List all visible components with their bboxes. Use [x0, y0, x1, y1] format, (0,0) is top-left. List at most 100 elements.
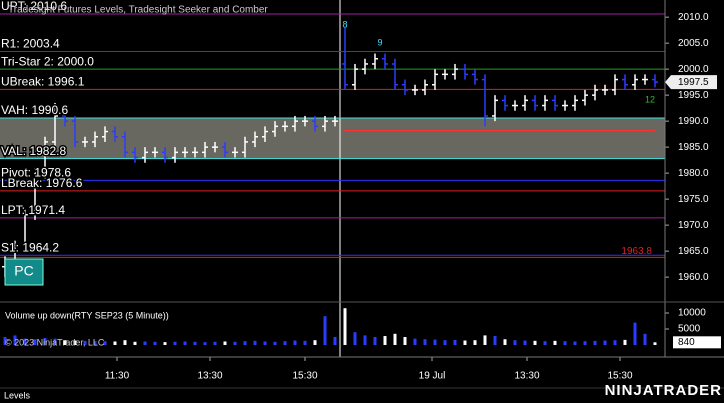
level-label: Pivot: 1978.6	[1, 166, 71, 180]
volume-bar	[623, 339, 627, 345]
copyright: © 2023 NinjaTrader, LLC	[5, 337, 105, 347]
volume-bar	[23, 338, 27, 345]
x-tick-label: 15:30	[607, 371, 632, 382]
volume-bar	[193, 341, 197, 345]
x-tick-label: 13:30	[514, 371, 539, 382]
indicator-title: Tradesight Futures Levels, Tradesight Se…	[8, 5, 268, 16]
volume-bar	[563, 341, 567, 345]
volume-bar	[253, 340, 257, 345]
volume-bar	[523, 340, 527, 345]
volume-bar	[313, 340, 317, 345]
volume-bar	[173, 341, 177, 345]
level-label: Tri-Star 2: 2000.0	[1, 54, 94, 68]
volume-bar	[223, 341, 227, 345]
volume-bar	[543, 341, 547, 345]
level-label: S1: 1964.2	[1, 240, 59, 254]
y-tick-label: 1985.0	[678, 142, 709, 153]
x-tick-label: 11:30	[105, 371, 130, 382]
volume-bar	[293, 340, 297, 345]
volume-bar	[153, 341, 157, 345]
x-tick-label: 13:30	[197, 371, 222, 382]
pc-button-label[interactable]: PC	[14, 263, 33, 279]
volume-bar	[233, 341, 237, 345]
volume-bar	[33, 339, 37, 345]
volume-bar	[453, 339, 457, 345]
volume-bar	[143, 341, 147, 345]
volume-bar	[63, 340, 67, 345]
volume-bar	[593, 340, 597, 345]
volume-bar	[73, 340, 77, 345]
volume-bar	[513, 340, 517, 345]
volume-bar	[503, 339, 507, 345]
volume-bar	[463, 340, 467, 345]
volume-tick-label: 5000	[678, 324, 701, 335]
volume-bar	[443, 340, 447, 345]
count-label: 12	[645, 95, 655, 105]
y-tick-label: 1995.0	[678, 90, 709, 101]
volume-bar	[93, 341, 97, 345]
volume-bar	[493, 336, 497, 345]
volume-bar	[43, 337, 47, 345]
volume-bar	[113, 341, 117, 345]
volume-bar	[133, 341, 137, 345]
y-tick-label: 1975.0	[678, 194, 709, 205]
y-tick-label: 2010.0	[678, 12, 709, 23]
tab-label[interactable]: Levels	[4, 390, 31, 400]
y-tick-label: 1965.0	[678, 246, 709, 257]
volume-bar	[403, 337, 407, 345]
volume-tick-label: 10000	[678, 308, 706, 319]
y-tick-label: 1970.0	[678, 220, 709, 231]
volume-bar	[423, 339, 427, 345]
level-label: VAH: 1990.6	[1, 103, 68, 117]
volume-bar	[283, 341, 287, 345]
volume-bar	[373, 337, 377, 345]
level-label: R1: 2003.4	[1, 37, 60, 51]
count-label: 9	[377, 38, 382, 48]
volume-bar	[303, 340, 307, 345]
volume-bar	[413, 338, 417, 345]
x-tick-label: 19 Jul	[419, 371, 446, 382]
volume-bar	[343, 308, 347, 345]
volume-bar	[323, 316, 327, 345]
volume-bar	[603, 340, 607, 345]
y-tick-label: 2005.0	[678, 38, 709, 49]
level-label: LBreak: 1976.6	[1, 176, 83, 190]
volume-bar	[653, 342, 657, 345]
volume-bar	[263, 341, 267, 345]
volume-bar	[433, 339, 437, 345]
volume-bar	[103, 341, 107, 345]
price-marker	[665, 75, 717, 90]
volume-bar	[333, 337, 337, 345]
count-label: 8	[342, 19, 347, 29]
volume-bar	[13, 335, 17, 345]
y-tick-label: 1980.0	[678, 168, 709, 179]
volume-bar	[273, 341, 277, 345]
level-label: UBreak: 1996.1	[1, 75, 85, 89]
volume-bar	[533, 340, 537, 345]
volume-bar	[123, 340, 127, 345]
level-label: UPT: 2010.6	[1, 0, 67, 13]
volume-bar	[3, 337, 7, 345]
y-tick-label: 1990.0	[678, 116, 709, 127]
volume-bar	[393, 333, 397, 345]
volume-bar	[583, 341, 587, 345]
level-label: VAL: 1982.8	[1, 144, 66, 158]
volume-bar	[573, 341, 577, 345]
volume-bar	[473, 340, 477, 345]
volume-bar	[353, 332, 357, 345]
volume-title: Volume up down(RTY SEP23 (5 Minute))	[5, 310, 169, 320]
volume-marker	[673, 336, 721, 349]
pc-button[interactable]	[4, 258, 44, 286]
volume-bar	[383, 336, 387, 345]
y-tick-label: 2000.0	[678, 64, 709, 75]
logo: NINJATRADER	[605, 382, 722, 399]
volume-marker-label: 840	[678, 337, 695, 348]
y-tick-label: 1960.0	[678, 272, 709, 283]
volume-bar	[483, 335, 487, 345]
volume-bar	[163, 342, 167, 345]
price-marker-label: 1997.5	[678, 77, 709, 88]
marker-line-label: 1963.8	[621, 246, 652, 257]
volume-bar	[613, 340, 617, 345]
volume-bar	[363, 335, 367, 345]
volume-bar	[213, 341, 217, 345]
